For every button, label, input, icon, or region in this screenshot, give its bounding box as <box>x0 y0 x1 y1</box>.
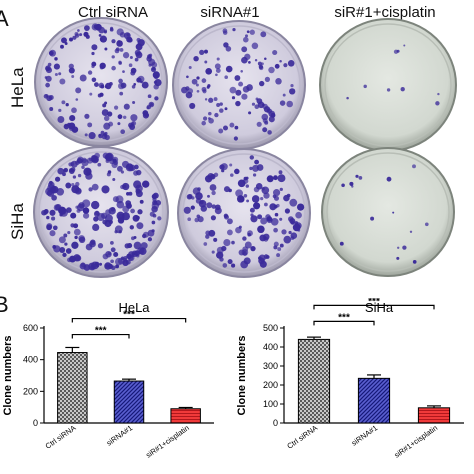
culture-dish <box>172 19 306 151</box>
column-header-cisplatin: siR#1+cisplatin <box>334 4 436 21</box>
chart-title: HeLa <box>118 300 150 315</box>
category-label: siRNA#1 <box>350 423 379 447</box>
y-axis-label: Clone numbers <box>236 335 248 415</box>
significance-label: *** <box>95 326 107 337</box>
bar <box>417 407 451 424</box>
y-axis-label: Clone numbers <box>2 335 14 415</box>
column-header-ctrl: Ctrl siRNA <box>78 4 148 21</box>
culture-dish <box>34 16 168 148</box>
significance-label: *** <box>338 312 350 323</box>
panel-a-letter: A <box>0 6 9 31</box>
y-tick-label: 0 <box>33 418 38 428</box>
category-label: siR#1+cisplatin <box>392 423 439 459</box>
significance-bracket <box>71 317 187 323</box>
hela-bar-chart: HeLa Clone numbers 0 200 400 600 Ctrl siRNA siR… <box>2 300 214 460</box>
bar <box>357 377 391 424</box>
significance-label: *** <box>123 310 135 321</box>
panel-b-letter: B <box>0 292 9 317</box>
y-tick-label: 100 <box>263 399 278 409</box>
y-tick-label: 600 <box>23 323 38 333</box>
significance-bracket <box>71 333 130 339</box>
culture-dish <box>319 18 457 152</box>
y-tick-label: 200 <box>23 386 38 396</box>
category-label: siR#1+cisplatin <box>144 423 191 459</box>
chart-title: SiHa <box>365 300 394 315</box>
bar <box>297 338 331 424</box>
category-label: Ctrl siRNA <box>44 423 78 450</box>
significance-bracket <box>313 304 435 310</box>
culture-dish <box>177 147 311 279</box>
significance-label: *** <box>368 298 380 307</box>
column-header-sirna1: siRNA#1 <box>200 4 260 21</box>
y-tick-label: 500 <box>263 323 278 333</box>
significance-bracket <box>313 320 375 326</box>
y-tick-label: 200 <box>263 380 278 390</box>
culture-dish <box>321 146 455 278</box>
category-label: Ctrl siRNA <box>285 423 319 450</box>
y-tick-label: 0 <box>273 418 278 428</box>
y-tick-label: 400 <box>263 342 278 352</box>
culture-dish <box>33 146 169 278</box>
colony-dish-grid <box>33 16 457 279</box>
bar <box>113 380 145 424</box>
category-label: siRNA#1 <box>105 423 134 447</box>
bar <box>170 408 201 424</box>
y-tick-label: 400 <box>23 355 38 365</box>
y-tick-label: 300 <box>263 361 278 371</box>
bar <box>57 352 88 424</box>
siha-bar-chart: SiHa Clone numbers 0 100 200 300 400 500 Ctrl si… <box>236 298 464 460</box>
